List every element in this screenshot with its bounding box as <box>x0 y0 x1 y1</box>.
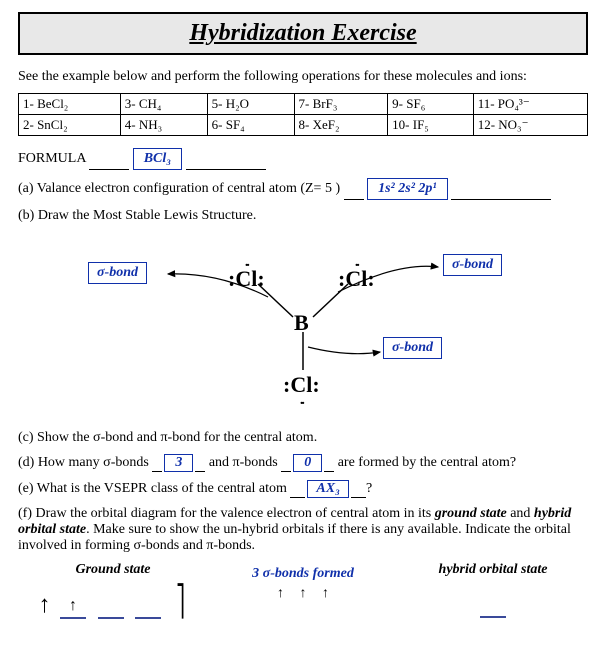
ground-orbitals: ↑ ↑ ⎤ <box>18 584 208 619</box>
three-arrows: ↑ ↑ ↑ <box>208 586 398 602</box>
sigma-formed-label: 3 σ-bonds formed <box>208 566 398 582</box>
atom-b: B <box>294 310 309 336</box>
qf-3: . Make sure to show the un-hybrid orbita… <box>18 522 571 553</box>
lewis-structure: σ-bond σ-bond σ-bond B .. :Cl: .. :Cl: :… <box>18 232 588 422</box>
qd-mid: and π-bonds <box>209 455 278 470</box>
cell: 1- BeCl₂ <box>19 94 121 115</box>
question-a: (a) Valance electron configuration of ce… <box>18 178 588 200</box>
vsepr-answer: AX₃ <box>307 480 349 498</box>
cell: 11- PO₄³⁻ <box>473 94 587 115</box>
sigma-label-1: σ-bond <box>88 262 147 284</box>
table-row: 2- SnCl₂ 4- NH₃ 6- SF₄ 8- XeF₂ 10- IF₅ 1… <box>19 115 588 136</box>
qf-1: (f) Draw the orbital diagram for the val… <box>18 506 435 521</box>
arrow-up-icon: ↑ <box>277 586 284 601</box>
question-f: (f) Draw the orbital diagram for the val… <box>18 506 588 554</box>
cell: 3- CH₄ <box>120 94 207 115</box>
hybrid-state-col: hybrid orbital state <box>398 562 588 619</box>
sigma-label-2: σ-bond <box>443 254 502 276</box>
arrow-up-icon: ↑ <box>69 597 77 615</box>
cell: 12- NO₃⁻ <box>473 115 587 136</box>
question-c: (c) Show the σ-bond and π-bond for the c… <box>18 430 588 446</box>
question-e: (e) What is the VSEPR class of the centr… <box>18 480 588 498</box>
orbital-slot <box>98 599 124 619</box>
qe-post: ? <box>366 481 372 496</box>
qf-2: and <box>507 506 534 521</box>
arrow-up-icon: ↑ <box>39 592 51 619</box>
intro-text: See the example below and perform the fo… <box>18 69 588 85</box>
formula-row: FORMULA BCl₃ <box>18 148 588 170</box>
question-d: (d) How many σ-bonds 3 and π-bonds 0 are… <box>18 454 588 472</box>
molecule-table: 1- BeCl₂ 3- CH₄ 5- H₂O 7- BrF₃ 9- SF₆ 11… <box>18 93 588 136</box>
atom-cl-3: :Cl: .. <box>283 372 320 404</box>
cell: 5- H₂O <box>207 94 294 115</box>
pi-count: 0 <box>293 454 322 472</box>
cell: 6- SF₄ <box>207 115 294 136</box>
formula-label: FORMULA <box>18 151 86 166</box>
atom-cl-2: .. :Cl: <box>338 260 375 292</box>
formula-answer: BCl₃ <box>133 148 182 170</box>
cell: 7- BrF₃ <box>294 94 388 115</box>
qe-pre: (e) What is the VSEPR class of the centr… <box>18 481 287 496</box>
sigma-label-3: σ-bond <box>383 337 442 359</box>
orbital-slot: ↑ <box>60 599 86 619</box>
arrow-up-icon: ↑ <box>300 586 307 601</box>
table-row: 1- BeCl₂ 3- CH₄ 5- H₂O 7- BrF₃ 9- SF₆ 11… <box>19 94 588 115</box>
question-b: (b) Draw the Most Stable Lewis Structure… <box>18 208 588 224</box>
sigma-count: 3 <box>164 454 193 472</box>
cell: 4- NH₃ <box>120 115 207 136</box>
bracket-icon: ⎤ <box>176 584 185 619</box>
center-note-col: 3 σ-bonds formed ↑ ↑ ↑ <box>208 562 398 619</box>
arrow-up-icon: ↑ <box>322 586 329 601</box>
cell: 8- XeF₂ <box>294 115 388 136</box>
qf-b1: ground state <box>435 506 507 521</box>
atom-cl-1: .. :Cl: <box>228 260 265 292</box>
title-bar: Hybridization Exercise <box>18 12 588 55</box>
cell: 9- SF₆ <box>388 94 474 115</box>
qd-pre: (d) How many σ-bonds <box>18 455 149 470</box>
orbital-diagram-row: Ground state ↑ ↑ ⎤ 3 σ-bonds formed ↑ ↑ … <box>18 562 588 619</box>
orbital-slot <box>135 599 161 619</box>
qd-post: are formed by the central atom? <box>338 455 516 470</box>
hybrid-orbitals <box>398 584 588 618</box>
qa-text: (a) Valance electron configuration of ce… <box>18 181 340 196</box>
config-answer: 1s² 2s² 2p¹ <box>367 178 448 200</box>
orbital-slot <box>480 598 506 618</box>
ground-state-col: Ground state ↑ ↑ ⎤ <box>18 562 208 619</box>
cell: 2- SnCl₂ <box>19 115 121 136</box>
ground-label: Ground state <box>18 562 208 578</box>
page-title: Hybridization Exercise <box>20 20 586 47</box>
hybrid-label: hybrid orbital state <box>398 562 588 578</box>
cell: 10- IF₅ <box>388 115 474 136</box>
